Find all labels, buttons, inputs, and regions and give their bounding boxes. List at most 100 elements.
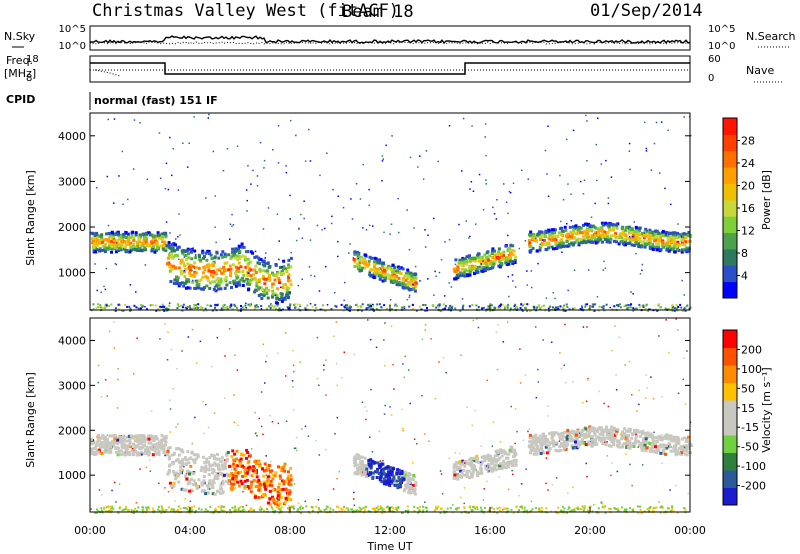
sparse-cell bbox=[618, 336, 620, 339]
echo-cell bbox=[572, 228, 576, 232]
echo-cell bbox=[258, 269, 262, 273]
echo-cell bbox=[172, 481, 176, 485]
echo-cell bbox=[207, 491, 211, 495]
echo-cell bbox=[188, 271, 192, 275]
echo-cell bbox=[273, 488, 277, 492]
sparse-cell bbox=[172, 147, 174, 150]
echo-cell bbox=[614, 431, 618, 435]
sparse-cell bbox=[254, 250, 257, 253]
echo-cell bbox=[668, 231, 671, 235]
echo-cell bbox=[215, 251, 219, 255]
echo-cell bbox=[261, 263, 265, 267]
sparse-cell bbox=[171, 487, 173, 489]
sparse-cell bbox=[183, 270, 185, 272]
echo-cell bbox=[166, 472, 170, 476]
sparse-cell bbox=[167, 331, 169, 333]
echo-cell bbox=[369, 462, 373, 466]
sparse-cell bbox=[117, 378, 119, 381]
echo-cell bbox=[280, 292, 284, 296]
echo-cell bbox=[630, 436, 634, 440]
echo-cell bbox=[130, 449, 134, 453]
echo-cell bbox=[681, 232, 685, 236]
ground-cell bbox=[250, 507, 253, 510]
sparse-cell bbox=[414, 265, 417, 268]
echo-cell bbox=[371, 475, 375, 479]
colorbar-segment bbox=[723, 216, 737, 234]
sparse-cell bbox=[149, 470, 152, 472]
echo-cell bbox=[139, 244, 143, 248]
echo-cell bbox=[148, 233, 152, 237]
sparse-cell bbox=[166, 359, 169, 361]
echo-cell bbox=[116, 453, 120, 457]
echo-cell bbox=[677, 451, 681, 455]
echo-cell bbox=[615, 429, 619, 433]
echo-cell bbox=[129, 246, 133, 250]
echo-cell bbox=[387, 264, 391, 268]
echo-cell bbox=[562, 435, 566, 439]
sparse-cell bbox=[164, 187, 167, 190]
echo-cell bbox=[180, 487, 184, 491]
echo-cell bbox=[219, 277, 223, 281]
sparse-cell bbox=[113, 321, 115, 323]
sparse-cell bbox=[470, 181, 473, 183]
echo-cell bbox=[250, 278, 254, 282]
echo-cell bbox=[252, 465, 256, 469]
sparse-cell bbox=[379, 460, 382, 462]
freq-panel: Freq. [MHz] 18 8 60 0 Nave bbox=[4, 54, 782, 84]
sparse-cell bbox=[132, 168, 135, 170]
echo-cell bbox=[455, 273, 459, 277]
sparse-cell bbox=[203, 432, 205, 435]
echo-cell bbox=[231, 250, 234, 254]
echo-cell bbox=[600, 229, 604, 233]
echo-cell bbox=[490, 252, 494, 255]
echo-cell bbox=[186, 286, 190, 290]
echo-cell bbox=[477, 256, 481, 260]
echo-cell bbox=[473, 257, 477, 261]
sparse-cell bbox=[544, 149, 547, 152]
echo-cell bbox=[136, 451, 140, 455]
echo-cell bbox=[187, 252, 190, 256]
ground-cell bbox=[617, 305, 620, 308]
echo-cell bbox=[575, 437, 579, 441]
echo-cell bbox=[383, 278, 387, 282]
echo-cell bbox=[662, 245, 666, 249]
echo-cell bbox=[235, 269, 238, 273]
sparse-cell bbox=[444, 295, 446, 297]
sparse-cell bbox=[586, 120, 588, 122]
echo-cell bbox=[386, 465, 390, 469]
sparse-cell bbox=[448, 282, 450, 284]
sparse-cell bbox=[115, 501, 117, 503]
echo-cell bbox=[257, 496, 261, 499]
echo-cell bbox=[98, 444, 102, 447]
echo-cell bbox=[628, 446, 632, 450]
echo-cell bbox=[481, 269, 485, 273]
sparse-cell bbox=[169, 232, 171, 234]
echo-cell bbox=[590, 237, 594, 241]
sparse-cell bbox=[601, 501, 603, 503]
echo-cell bbox=[207, 267, 211, 271]
echo-cell bbox=[129, 434, 133, 438]
echo-cell bbox=[232, 458, 236, 462]
echo-cell bbox=[511, 260, 515, 264]
echo-cell bbox=[369, 268, 373, 272]
echo-cell bbox=[674, 444, 678, 448]
sparse-cell bbox=[683, 232, 685, 235]
echo-cell bbox=[618, 445, 622, 449]
echo-cell bbox=[189, 464, 193, 468]
echo-cell bbox=[379, 271, 382, 275]
echo-cell bbox=[673, 231, 677, 235]
echo-cell bbox=[224, 268, 227, 272]
echo-cell bbox=[639, 443, 643, 447]
sparse-cell bbox=[493, 213, 496, 215]
ground-cell bbox=[163, 309, 166, 312]
ground-cell bbox=[683, 308, 686, 310]
echo-cell bbox=[359, 470, 363, 474]
sparse-cell bbox=[392, 364, 394, 366]
echo-cell bbox=[107, 240, 111, 244]
echo-cell bbox=[134, 434, 138, 438]
sparse-cell bbox=[645, 397, 647, 399]
ground-cell bbox=[371, 507, 374, 510]
echo-cell bbox=[502, 464, 506, 468]
ground-cell bbox=[140, 307, 142, 310]
echo-cell bbox=[227, 482, 231, 486]
